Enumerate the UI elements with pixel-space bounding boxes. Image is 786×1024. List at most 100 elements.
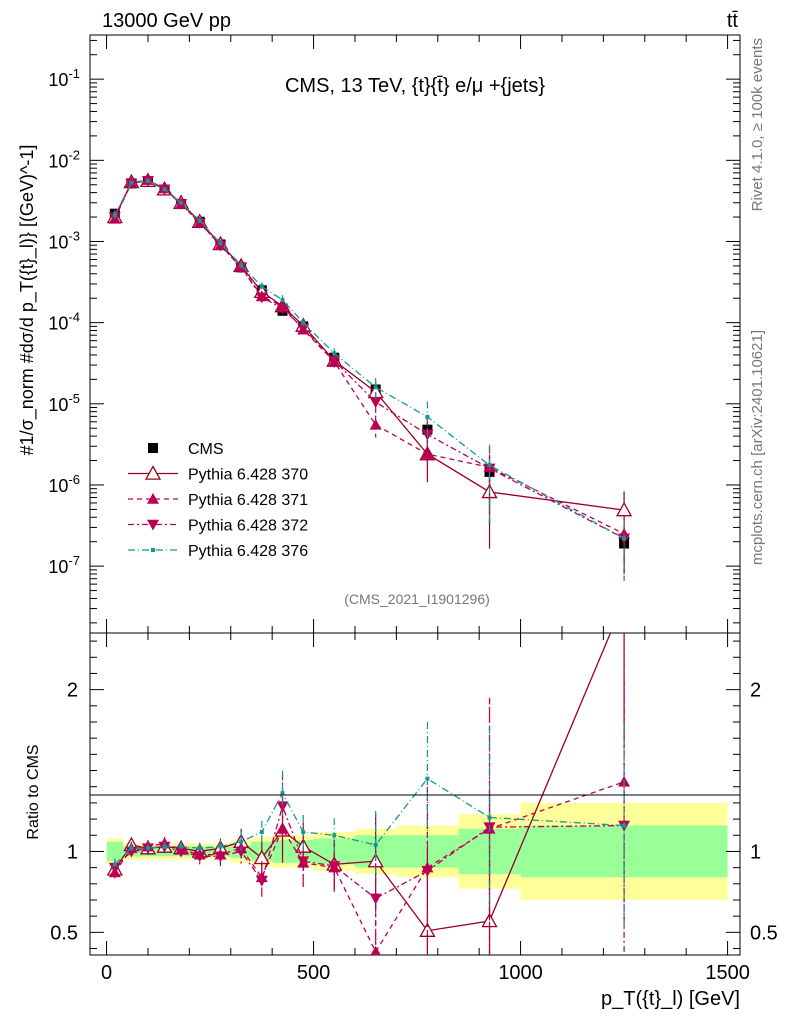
ratio-point [617,594,631,607]
ratio-point [370,945,381,955]
ratio-point [332,833,337,838]
data-point [369,397,382,409]
ratio-point [218,844,223,849]
ratio-line [114,777,625,865]
data-point [301,320,306,325]
ratio-point [259,830,264,835]
ratio-point [487,815,492,820]
legend-marker [144,465,162,480]
legend-label: Pythia 6.428 370 [188,467,308,484]
series-0 [109,176,630,573]
ratio-point [373,842,378,847]
data-point [193,217,206,229]
data-point [218,241,223,246]
legend-label: Pythia 6.428 372 [188,518,308,535]
ratio-point [328,861,341,873]
uncertainty-band-inner [106,841,124,862]
ratio-point [297,856,310,868]
main-y-axis-label-text: #1/σ_norm #dσ/d p_T({t}_l)} [(GeV)^-1] [17,145,38,456]
x-axis-label: p_T({t}_l) [GeV] [601,988,740,1010]
y-tick-label: 10-5 [48,391,80,415]
ratio-point [162,844,167,849]
ratio-y-tick-label-right: 1 [750,841,761,863]
y-tick-label: 10-6 [48,472,80,496]
ratio-y-axis-label: Ratio to CMS [25,744,42,839]
ratio-point [276,822,289,834]
y-tick-label: 10-1 [48,66,80,90]
ratio-point [280,791,285,796]
legend-entry: CMS [148,441,224,458]
legend-entry: Pythia 6.428 370 [128,465,308,484]
ratio-y-tick-label: 0.5 [50,922,78,944]
data-point [276,303,289,315]
ratio-y-tick-label-right: 2 [750,680,761,702]
ratio-y-tick-label-right: 0.5 [750,922,778,944]
data-point [259,284,264,289]
y-tick-label: 10-2 [48,147,80,171]
ratio-point [235,846,248,858]
ratio-series-3 [112,721,627,928]
ratio-point [425,776,430,781]
series-1 [106,172,633,553]
ratio-frame [89,632,741,956]
analysis-tag: (CMS_2021_I1901296) [344,591,490,607]
ratio-point [197,846,202,851]
data-point [332,351,337,356]
ratio-point [276,801,289,813]
process-label: tt̄ [727,10,739,32]
data-point [421,448,434,459]
series-2 [108,174,631,577]
data-point [162,187,167,192]
ratio-point [622,823,627,828]
legend-entry: Pythia 6.428 372 [128,518,308,535]
ratio-point [112,862,117,867]
rivet-label: Rivet 4.1.0, ≥ 100k events [749,38,766,211]
legend-entry: Pythia 6.428 371 [128,492,308,509]
series-line [114,180,625,539]
ratio-point [179,844,184,849]
ratio-point [239,839,244,844]
data-point [328,355,341,367]
legend-marker [148,443,158,453]
data-point [487,463,492,468]
ratio-point [108,862,121,874]
x-tick-label: 0 [101,962,112,984]
ratio-point [421,866,434,877]
data-point [197,218,202,223]
main-axis-ticks: 10-7 10-6 10-5 10-4 10-3 10-2 10-1 [48,35,740,633]
series-line [114,180,625,539]
legend-label: Pythia 6.428 376 [188,543,308,560]
ratio-point [214,851,227,863]
data-point [112,213,117,218]
ratio-series-1 [108,636,631,955]
x-tick-label: 1500 [705,962,750,984]
x-tick-label: 500 [297,962,330,984]
data-point [214,240,227,252]
y-tick-label: 10-3 [48,228,80,252]
legend-marker [151,548,155,552]
ratio-point [175,846,188,858]
ratio-y-tick-label: 1 [67,841,78,863]
ratio-point [129,846,134,851]
data-point [425,414,430,419]
data-point [239,263,244,268]
beam-label: 13000 GeV pp [102,10,231,32]
ratio-line [114,781,625,954]
ratio-axis-ticks: 0.5 0.5 1 1 2 2 0 500 1000 1500 [50,633,778,984]
main-y-axis-label: #1/σ_norm #dσ/d p_T({t}_l)} [(GeV)^-1] [17,145,38,456]
legend-label: Pythia 6.428 371 [188,492,308,509]
ratio-point [255,875,268,887]
mcplots-label: mcplots.cern.ch [arXiv:2401.10621] [749,330,766,565]
data-point [255,292,268,304]
series-line [114,180,625,511]
legend-entry: Pythia 6.428 376 [128,543,308,560]
ratio-point [301,830,306,835]
ratio-point [145,846,150,851]
legend-label: CMS [188,441,224,458]
legend-marker [147,519,159,531]
y-tick-label: 10-7 [48,553,80,577]
data-point [129,180,134,185]
data-point [622,536,627,541]
series-4 [112,178,627,581]
